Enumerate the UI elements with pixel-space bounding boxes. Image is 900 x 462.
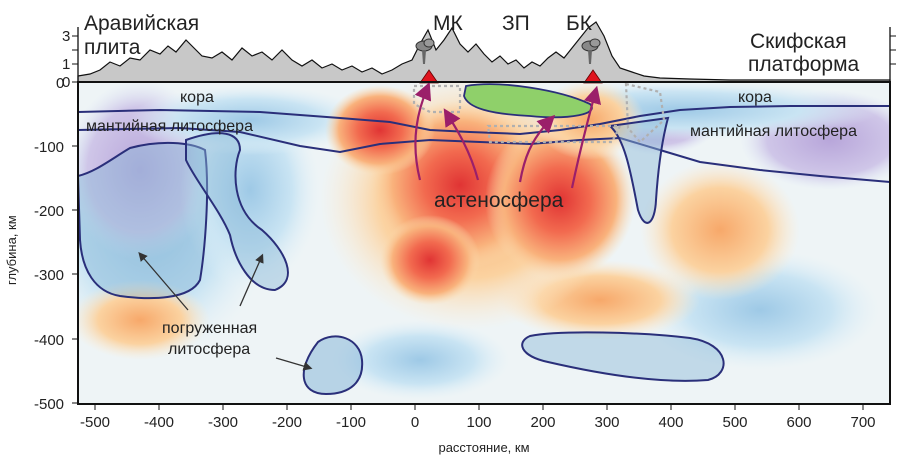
crust-boundary (78, 105, 890, 136)
feature-bk-label: БК (566, 12, 593, 35)
x-tick-label: 600 (786, 414, 811, 431)
topo-tick-0: 0 (62, 74, 70, 91)
mantle-lithosphere-label-left: мантийная литосфера (86, 118, 253, 135)
volcano-plume-icon (415, 38, 435, 64)
subducted-slab-middle (185, 132, 289, 292)
mantle-lithosphere-label-right: мантийная литосфера (690, 123, 857, 140)
pointer-arrow (275, 357, 313, 371)
upwelling-arrows (414, 81, 602, 189)
x-tick-label: 700 (850, 414, 875, 431)
y-tick-label: -200 (34, 203, 64, 220)
lithosphere-base-boundary (78, 126, 890, 183)
x-tick-label: 400 (658, 414, 683, 431)
crust-label-right: кора (738, 89, 772, 106)
y-tick-label: -500 (34, 396, 64, 413)
feature-mk-label: МК (433, 12, 463, 35)
upwelling-arrow (443, 108, 480, 181)
topo-right-axis (889, 27, 896, 82)
y-axis: 0 -100 -200 -300 -400 -500 глубина, км (4, 75, 78, 413)
arabian-plate-label-1: Аравийская (84, 12, 199, 35)
x-tick-label: 100 (466, 414, 491, 431)
topography-profile (77, 21, 891, 83)
x-tick-label: -400 (144, 414, 174, 431)
x-tick-label: -100 (336, 414, 366, 431)
topo-tick-3: 3 (62, 28, 70, 45)
pointer-arrow (138, 252, 189, 311)
upwelling-arrow (570, 85, 602, 189)
scythian-platform-label-1: Скифская (750, 30, 847, 53)
y-tick-label: 0 (56, 75, 64, 92)
y-tick-label: -400 (34, 332, 64, 349)
terrane-green-body (463, 83, 593, 119)
arabian-plate-label-2: плита (84, 36, 141, 59)
y-tick-label: -300 (34, 267, 64, 284)
lithosphere-keel-right (607, 116, 670, 224)
x-tick-label: 300 (594, 414, 619, 431)
scythian-platform-label-2: платформа (748, 53, 860, 76)
subducted-lithosphere-label-2: литосфера (168, 341, 250, 358)
pointer-arrow (239, 253, 264, 307)
subducted-lithosphere-label-1: погруженная (162, 320, 257, 337)
pointer-arrows (138, 252, 313, 371)
x-tick-label: -300 (208, 414, 238, 431)
deep-anomaly-right (521, 331, 725, 382)
x-tick-label: -500 (80, 414, 110, 431)
x-tick-label: 0 (411, 414, 419, 431)
plot-frame (77, 81, 891, 405)
subducted-slab-left (76, 141, 209, 300)
upwelling-arrow (414, 81, 432, 181)
x-tick-label: 200 (530, 414, 555, 431)
upwelling-arrow (518, 114, 556, 183)
y-axis-label: глубина, км (4, 215, 19, 285)
x-axis: -500 -400 -300 -200 -100 0 100 200 300 4… (80, 404, 876, 455)
topo-left-axis: 3 1 0 (62, 27, 79, 91)
volcano-plume-icon (581, 38, 601, 64)
topo-tick-1: 1 (62, 56, 70, 73)
subducted-slab-deep (302, 335, 364, 396)
x-tick-label: 500 (722, 414, 747, 431)
x-axis-label: расстояние, км (438, 440, 529, 455)
x-tick-label: -200 (272, 414, 302, 431)
y-tick-label: -100 (34, 139, 64, 156)
crust-label-left: кора (180, 89, 214, 106)
feature-zp-label: ЗП (502, 12, 530, 35)
asthenosphere-label: астеносфера (434, 189, 564, 212)
